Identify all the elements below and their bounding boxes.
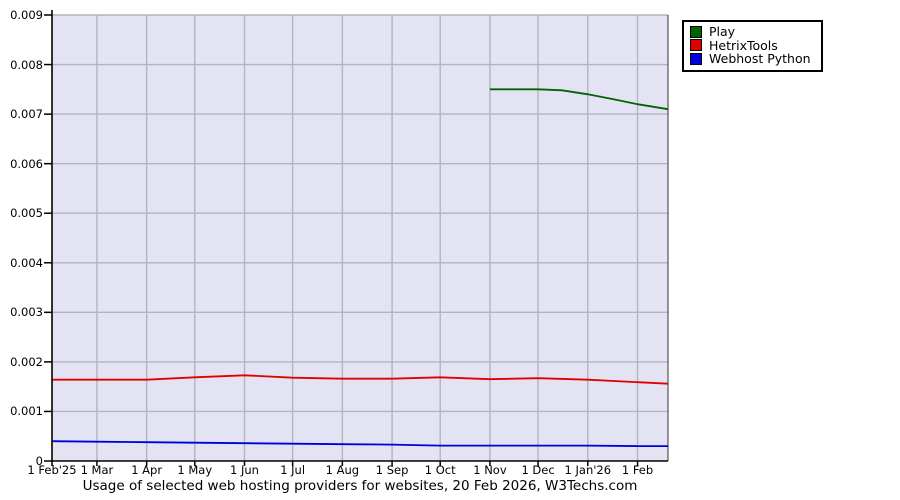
x-tick-label: 1 Oct <box>424 463 456 477</box>
y-tick-label: 0.005 <box>10 206 43 221</box>
x-tick-label: 1 Dec <box>521 463 555 477</box>
y-tick-label: 0.003 <box>10 305 43 320</box>
x-tick-label: 1 Jan'26 <box>564 463 612 477</box>
webhost-python-series-swatch <box>690 52 702 65</box>
y-tick-label: 0 <box>35 454 43 468</box>
y-tick-label: 0.002 <box>10 354 43 369</box>
y-tick-label: 0.001 <box>10 404 43 419</box>
legend-item-webhost-python: Webhost Python <box>690 52 811 66</box>
x-tick-label: 1 Aug <box>325 463 360 477</box>
hetrixtools-series-swatch <box>690 39 702 52</box>
legend-item-play: Play <box>690 25 811 39</box>
y-tick-label: 0.008 <box>10 57 43 72</box>
chart-title: Usage of selected web hosting providers … <box>82 478 638 494</box>
x-tick-label: 1 Jun <box>230 463 259 477</box>
x-tick-label: 1 Mar <box>80 463 114 477</box>
x-tick-label: 1 Feb'25 <box>27 463 77 477</box>
y-tick-label: 0.007 <box>10 107 43 122</box>
x-tick-label: 1 Jul <box>280 463 306 477</box>
x-tick-label: 1 Sep <box>375 463 409 477</box>
x-tick-label: 1 Feb <box>621 463 654 477</box>
x-tick-label: 1 May <box>177 463 213 477</box>
x-tick-label: 1 Nov <box>473 463 507 477</box>
legend-label-hetrixtools: HetrixTools <box>709 37 778 53</box>
play-series-swatch <box>690 25 702 38</box>
y-tick-label: 0.009 <box>10 8 43 22</box>
x-tick-label: 1 Apr <box>131 463 163 477</box>
y-tick-label: 0.004 <box>10 255 43 270</box>
legend-item-hetrixtools: HetrixTools <box>690 37 811 53</box>
legend-label-webhost-python: Webhost Python <box>709 51 811 66</box>
y-tick-label: 0.006 <box>10 156 43 171</box>
legend: Play HetrixTools Webhost Python <box>682 20 823 72</box>
legend-label-play: Play <box>709 24 736 39</box>
